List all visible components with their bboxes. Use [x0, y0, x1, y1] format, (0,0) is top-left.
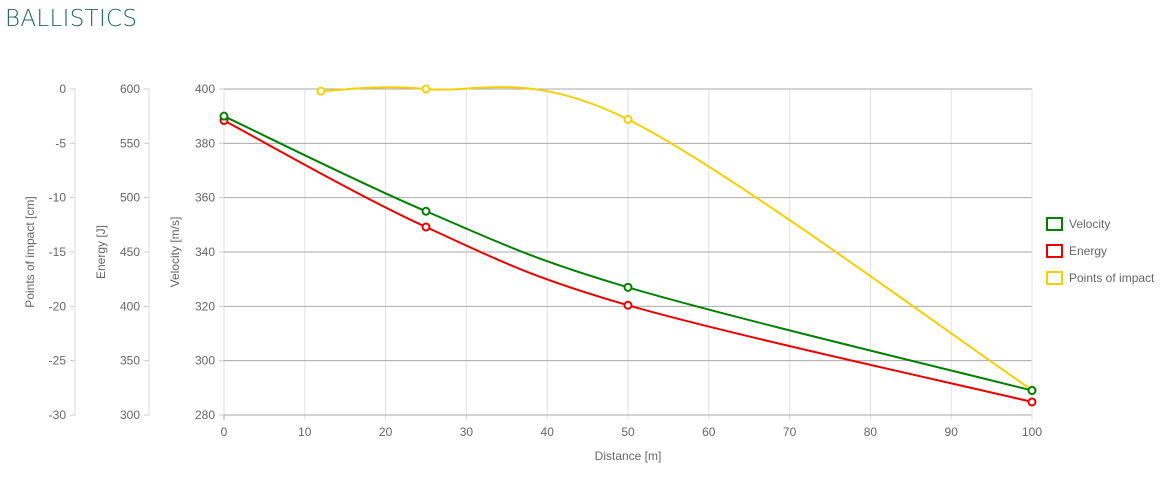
- y-tick-label-velocity: 380: [195, 136, 215, 150]
- data-point-velocity: [623, 282, 633, 292]
- data-point-points-of-impact: [421, 84, 431, 94]
- legend-label-points-of-impact: Points of impact: [1069, 271, 1155, 285]
- y-tick-label-impact: -20: [49, 299, 67, 313]
- legend-label-velocity: Velocity: [1069, 217, 1110, 231]
- y-tick-label-energy: 550: [120, 136, 140, 150]
- x-tick-label: 70: [783, 425, 797, 439]
- x-tick-label: 0: [221, 425, 228, 439]
- y-tick-label-impact: 0: [59, 82, 66, 96]
- legend-swatch-points-of-impact: [1046, 271, 1063, 285]
- y-tick-label-velocity: 340: [195, 245, 215, 259]
- data-point-velocity: [1027, 386, 1037, 396]
- y-tick-label-velocity: 400: [195, 82, 215, 96]
- y-axis-label-velocity: Velocity [m/s]: [168, 217, 182, 288]
- legend-label-energy: Energy: [1069, 244, 1107, 258]
- data-point-energy: [1027, 397, 1037, 407]
- x-tick-label: 10: [298, 425, 312, 439]
- x-tick-label: 40: [541, 425, 555, 439]
- y-tick-label-energy: 350: [120, 354, 140, 368]
- y-tick-label-velocity: 280: [195, 408, 215, 422]
- page-title: BALLISTICS: [5, 6, 138, 32]
- y-tick-label-impact: -30: [49, 408, 67, 422]
- x-tick-label: 90: [945, 425, 959, 439]
- x-tick-label: 30: [460, 425, 474, 439]
- x-tick-label: 20: [379, 425, 393, 439]
- x-tick-label: 60: [702, 425, 716, 439]
- data-point-points-of-impact: [623, 114, 633, 124]
- y-tick-label-impact: -5: [55, 136, 66, 150]
- series-line-points-of-impact: [320, 86, 1033, 391]
- y-tick-label-velocity: 300: [195, 354, 215, 368]
- y-tick-label-energy: 500: [120, 191, 140, 205]
- x-axis-label: Distance [m]: [595, 449, 662, 463]
- y-tick-label-energy: 600: [120, 82, 140, 96]
- series-line-energy: [223, 119, 1033, 403]
- data-point-velocity: [219, 111, 229, 121]
- y-tick-label-impact: -15: [49, 245, 67, 259]
- x-tick-label: 100: [1022, 425, 1042, 439]
- y-tick-label-energy: 400: [120, 299, 140, 313]
- y-tick-label-energy: 300: [120, 408, 140, 422]
- data-point-velocity: [421, 206, 431, 216]
- y-axis-label-energy: Energy [J]: [94, 225, 108, 279]
- data-point-energy: [421, 222, 431, 232]
- y-axis-label-impact: Points of impact [cm]: [23, 196, 37, 307]
- y-tick-label-impact: -25: [49, 354, 67, 368]
- series-line-velocity: [223, 115, 1033, 392]
- legend-swatch-velocity: [1046, 217, 1063, 231]
- legend-swatch-energy: [1046, 244, 1063, 258]
- y-tick-label-velocity: 360: [195, 191, 215, 205]
- x-tick-label: 80: [864, 425, 878, 439]
- data-point-points-of-impact: [316, 86, 326, 96]
- x-tick-label: 50: [621, 425, 635, 439]
- y-tick-label-velocity: 320: [195, 299, 215, 313]
- y-tick-label-impact: -10: [49, 191, 67, 205]
- y-tick-label-energy: 450: [120, 245, 140, 259]
- data-point-energy: [623, 300, 633, 310]
